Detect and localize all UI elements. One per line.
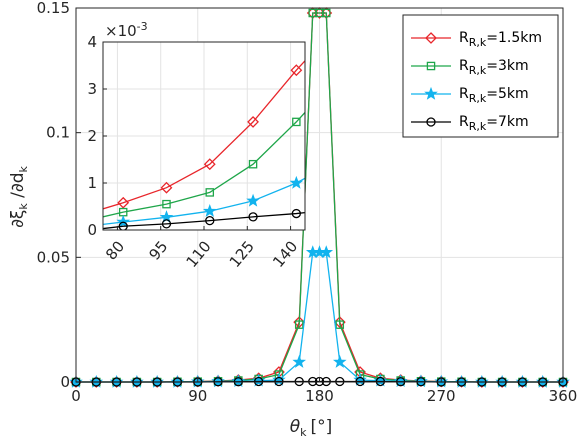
series-2-point-7 [211, 374, 225, 388]
inset-y-tick-label-1: 1 [87, 174, 97, 192]
inset-series-3-point-3 [205, 215, 215, 226]
x-tick-label-3: 270 [427, 387, 456, 405]
inset-series-0-point-3 [203, 158, 216, 171]
inset-y-exponent: ×10-3 [105, 20, 148, 40]
inset-series-3-point-4 [248, 212, 258, 222]
legend-entry-3: RR,k=7km [411, 114, 529, 133]
inset-series-0-point-2 [160, 181, 173, 194]
inset-x-tick-label-2: 110 [183, 237, 215, 271]
legend-entry-2: RR,k=5km [411, 86, 529, 105]
y-tick-label-3: 0.15 [37, 0, 70, 17]
legend-marker-3 [426, 117, 436, 127]
inset-series-1-point-4 [248, 159, 258, 169]
inset-series-1 [103, 112, 305, 218]
inset-series-2-point-5 [289, 175, 304, 189]
series-1-point-15 [335, 320, 345, 329]
legend-entry-1: RR,k=3km [411, 58, 529, 77]
inset-x-tick-label-0: 80 [102, 237, 128, 263]
series-2-point-14 [319, 245, 334, 259]
legend-entries: RR,k=1.5km RR,k=3km RR,k=5km RR,k=7km [411, 30, 542, 133]
inset-series-3-point-2 [161, 219, 172, 229]
series-1-point-14 [322, 8, 331, 18]
inset-x-tick-label-4: 140 [269, 237, 301, 271]
inset-y-tick-label-3: 3 [87, 80, 97, 98]
series-2-point-17 [373, 373, 388, 387]
inset-x-tick-label-3: 125 [226, 237, 258, 271]
series-2-point-18 [393, 374, 408, 388]
legend-label-2: RR,k=5km [459, 86, 529, 105]
inset-series-2-point-4 [246, 193, 260, 207]
series-2-point-16 [353, 372, 367, 386]
series-2-point-19 [414, 374, 428, 388]
inset-series-line-1 [103, 112, 305, 218]
inset-y-tick-label-0: 0 [87, 221, 97, 239]
y-tick-label-0: 0 [60, 373, 70, 391]
inset-series-1-point-2 [162, 199, 171, 209]
inset-series-clip [103, 60, 305, 230]
x-tick-label-1: 90 [188, 387, 207, 405]
y-tick-label-1: 0.05 [37, 248, 70, 266]
legend-entry-0: RR,k=1.5km [411, 30, 542, 49]
inset-series-2-point-1 [116, 214, 131, 228]
y-axis-label: ∂ξk /∂dk [8, 166, 30, 228]
inset-series-0 [103, 60, 305, 210]
x-tick-label-2: 180 [305, 387, 334, 405]
x-tick-label-0: 0 [71, 387, 81, 405]
legend-label-0: RR,k=1.5km [459, 30, 542, 49]
inset-series-line-0 [103, 60, 305, 210]
legend-marker-2 [424, 86, 438, 100]
inset-series-3-point-1 [118, 221, 128, 230]
inset-series-3-point-5 [291, 208, 301, 219]
inset-series-line-3 [103, 211, 305, 230]
series-1-point-11 [294, 320, 304, 329]
legend-marker-0 [425, 32, 437, 44]
inset-series-2-point-3 [202, 204, 217, 217]
legend-label-3: RR,k=7km [459, 114, 529, 133]
series-2-point-11 [292, 354, 307, 368]
inset-series-1-point-5 [292, 117, 301, 127]
series-2-point-15 [332, 354, 347, 368]
inset-series-1-point-3 [205, 188, 215, 197]
y-tick-label-2: 0.1 [46, 124, 70, 142]
x-axis-label: θk [°] [290, 417, 333, 439]
legend: RR,k=1.5km RR,k=3km RR,k=5km RR,k=7km [402, 14, 559, 138]
legend-marker-1 [426, 61, 436, 71]
inset-y-tick-label-2: 2 [87, 127, 97, 145]
series-2-point-9 [251, 373, 266, 387]
inset-series-0-point-5 [290, 64, 303, 77]
inset-x-tick-label-1: 95 [145, 237, 171, 263]
inset-series-layer [103, 60, 305, 230]
series-2-point-10 [272, 372, 286, 386]
inset-series-0-point-4 [247, 115, 259, 128]
series-2-point-8 [231, 374, 246, 388]
legend-label-1: RR,k=3km [459, 58, 529, 77]
inset-series-0-point-1 [117, 196, 130, 209]
inset-series-3 [103, 208, 305, 230]
inset-y-tick-label-4: 4 [87, 33, 97, 51]
x-tick-label-4: 360 [549, 387, 578, 405]
